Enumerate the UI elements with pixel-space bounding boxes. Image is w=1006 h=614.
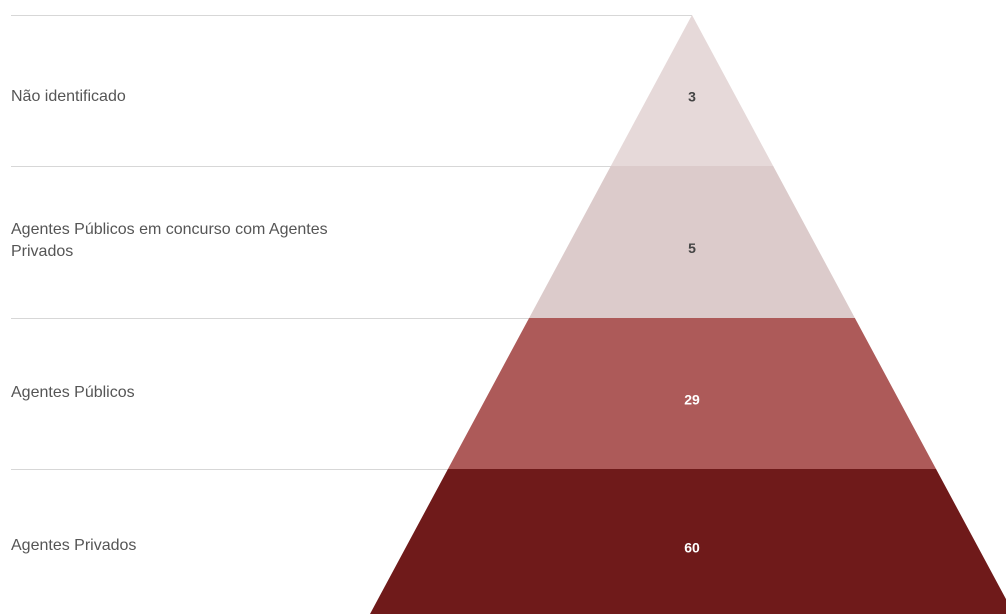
pyramid-segment-agentes-publicos-em-concurso [529,166,855,318]
label-agentes-publicos: Agentes Públicos [11,384,135,401]
pyramid-segment-agentes-publicos [447,318,937,469]
value-label-agentes-publicos-em-concurso: 5 [688,240,696,256]
value-label-nao-identificado: 3 [688,89,696,105]
label-agentes-privados: Agentes Privados [11,537,137,554]
pyramid-segment-agentes-privados [370,469,1006,614]
label-agentes-publicos-em-concurso: Agentes Públicos em concurso com Agentes… [11,221,328,260]
value-label-agentes-privados: 60 [684,540,700,556]
pyramid-segment-nao-identificado [610,15,774,166]
label-nao-identificado: Não identificado [11,88,126,105]
value-label-agentes-publicos: 29 [684,392,700,408]
